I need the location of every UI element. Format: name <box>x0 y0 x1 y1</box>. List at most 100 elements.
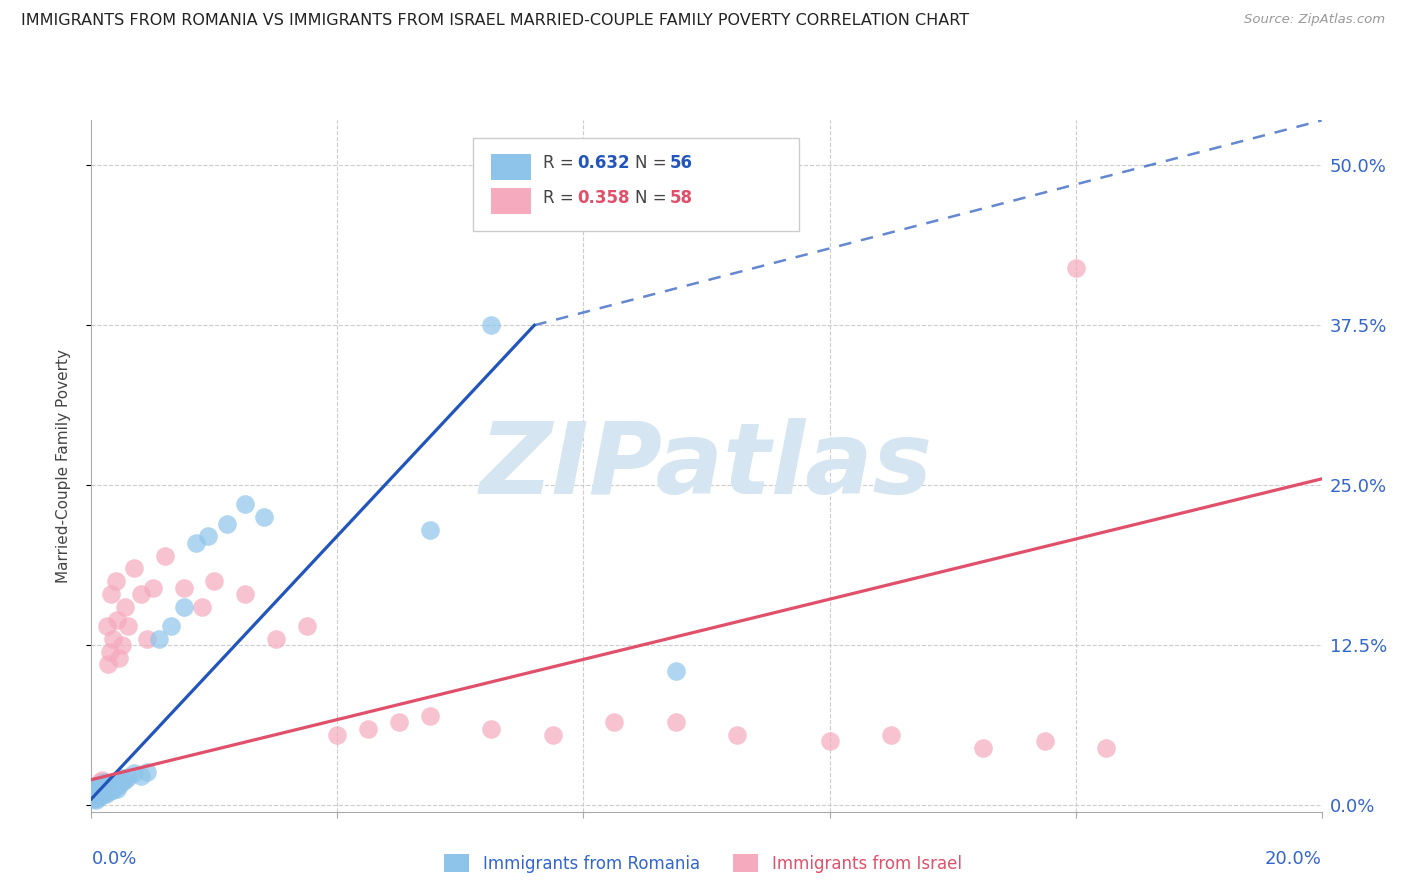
Point <box>86 784 108 798</box>
Point <box>100 780 122 795</box>
Point <box>82 788 104 802</box>
Point <box>90 778 112 792</box>
Point <box>114 772 136 787</box>
Text: 56: 56 <box>669 154 693 172</box>
Point <box>89 781 111 796</box>
Point <box>86 789 108 804</box>
Point <box>233 498 256 512</box>
Point <box>129 587 152 601</box>
Point <box>1095 740 1118 755</box>
Point <box>83 790 105 805</box>
Point <box>83 783 105 797</box>
Point <box>91 772 114 787</box>
Point <box>87 788 110 802</box>
Point <box>1033 734 1056 748</box>
Point <box>93 787 115 801</box>
Point <box>665 715 688 730</box>
FancyBboxPatch shape <box>472 137 799 231</box>
Point <box>82 779 104 793</box>
Point <box>148 632 170 646</box>
Point <box>264 632 287 646</box>
Point <box>96 778 118 792</box>
Point <box>84 783 107 797</box>
Point <box>479 318 502 333</box>
Text: 0.358: 0.358 <box>578 189 630 207</box>
Point <box>114 599 136 614</box>
Point <box>82 792 104 806</box>
Point <box>357 722 380 736</box>
Point <box>101 783 124 797</box>
Point <box>153 549 177 563</box>
Point <box>124 766 146 780</box>
Point <box>880 728 903 742</box>
Point <box>142 581 165 595</box>
Point <box>117 619 139 633</box>
Point <box>93 778 115 792</box>
Point <box>97 657 120 672</box>
Point <box>124 561 146 575</box>
Point <box>94 779 117 793</box>
Text: 0.0%: 0.0% <box>91 850 136 868</box>
Point <box>135 765 157 780</box>
Point <box>388 715 411 730</box>
Point <box>129 769 152 783</box>
Point <box>87 778 110 792</box>
Point <box>94 781 117 796</box>
Point <box>98 645 121 659</box>
Point <box>90 785 112 799</box>
Text: 58: 58 <box>669 189 693 207</box>
Point <box>111 775 134 789</box>
Point <box>83 790 105 805</box>
Point <box>96 619 118 633</box>
Point <box>91 780 114 795</box>
Point <box>87 785 110 799</box>
Point <box>94 787 117 801</box>
Point <box>173 581 195 595</box>
Point <box>111 772 134 786</box>
Point <box>603 715 626 730</box>
Point <box>82 785 104 799</box>
Point <box>94 776 117 790</box>
FancyBboxPatch shape <box>491 153 530 180</box>
Point <box>93 785 115 799</box>
FancyBboxPatch shape <box>491 188 530 214</box>
Point <box>86 781 108 796</box>
Point <box>86 780 108 795</box>
Text: N =: N = <box>636 154 672 172</box>
Point <box>173 599 195 614</box>
Point <box>160 619 183 633</box>
Point <box>87 779 110 793</box>
Point <box>233 587 256 601</box>
Point <box>87 790 110 805</box>
Point <box>105 574 127 589</box>
Point <box>98 776 121 790</box>
Text: 20.0%: 20.0% <box>1265 850 1322 868</box>
Point <box>90 784 112 798</box>
Point <box>479 722 502 736</box>
Point <box>184 536 207 550</box>
Point <box>105 781 128 796</box>
Text: 0.632: 0.632 <box>578 154 630 172</box>
Point <box>105 613 128 627</box>
Y-axis label: Married-Couple Family Poverty: Married-Couple Family Poverty <box>56 349 70 583</box>
Point <box>108 651 131 665</box>
Point <box>215 516 238 531</box>
Point <box>90 787 112 801</box>
Point <box>202 574 225 589</box>
Text: N =: N = <box>636 189 672 207</box>
Point <box>818 734 841 748</box>
Point <box>111 638 134 652</box>
Point <box>89 775 111 789</box>
Point <box>100 587 122 601</box>
Point <box>89 783 111 797</box>
Point <box>105 779 127 793</box>
Text: IMMIGRANTS FROM ROMANIA VS IMMIGRANTS FROM ISRAEL MARRIED-COUPLE FAMILY POVERTY : IMMIGRANTS FROM ROMANIA VS IMMIGRANTS FR… <box>21 13 969 29</box>
Point <box>84 789 107 804</box>
Point <box>96 781 118 796</box>
Point <box>104 774 127 789</box>
Point <box>419 708 441 723</box>
Point <box>253 510 276 524</box>
Point <box>108 778 131 792</box>
Point <box>101 632 124 646</box>
Point <box>117 770 139 784</box>
